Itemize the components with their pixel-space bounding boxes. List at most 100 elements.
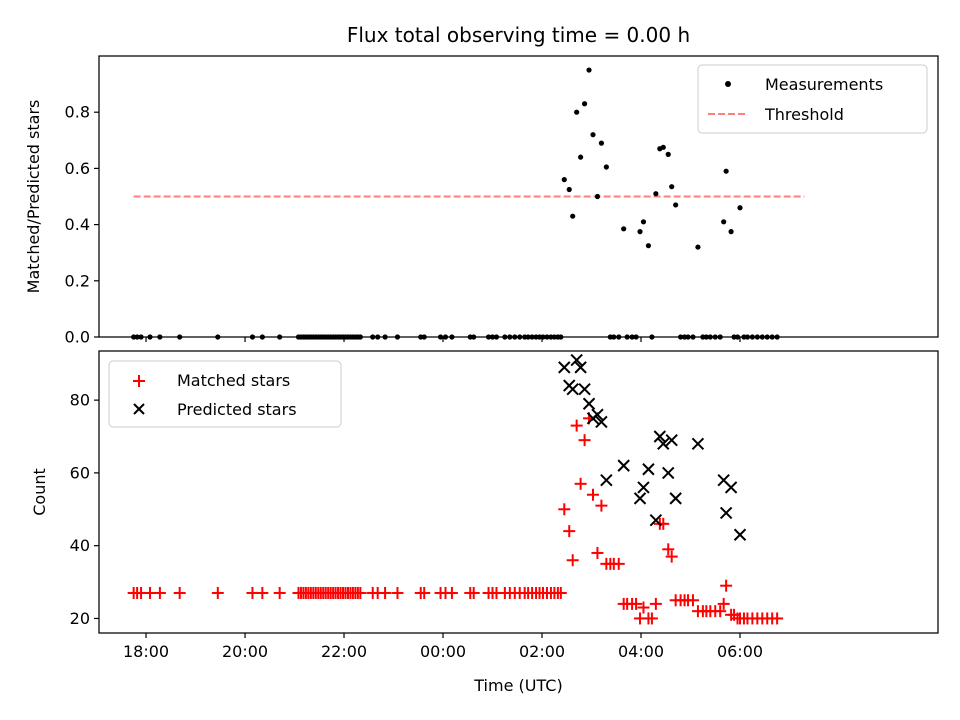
- predicted-star-point: [558, 361, 571, 374]
- top-panel: Flux total observing time = 0.00 h 0.00.…: [24, 23, 939, 347]
- predicted-star-point: [617, 459, 630, 472]
- top-y-tick-label: 0.8: [65, 103, 90, 122]
- bottom-y-tick-label: 20: [70, 609, 90, 628]
- matched-star-point: [570, 419, 583, 432]
- matched-star-point: [173, 586, 186, 599]
- bottom-x-axis-label: Time (UTC): [473, 676, 562, 695]
- matched-star-point: [645, 612, 658, 625]
- predicted-star-point: [724, 481, 738, 494]
- measurement-point: [561, 177, 567, 183]
- top-y-tick-label: 0.4: [65, 215, 90, 234]
- measurement-point: [665, 151, 671, 157]
- matched-star-point: [354, 586, 367, 599]
- bottom-legend-box: [108, 360, 342, 428]
- predicted-star-point: [719, 506, 733, 520]
- measurement-point: [645, 243, 652, 249]
- measurement-point: [621, 226, 627, 232]
- measurement-point: [637, 229, 643, 235]
- legend-marker-measurements: [725, 81, 731, 87]
- matched-star-point: [595, 499, 608, 512]
- matched-star-point: [256, 586, 269, 599]
- matched-star-point: [379, 586, 392, 599]
- matched-star-point: [391, 586, 404, 599]
- measurement-point: [721, 219, 727, 225]
- bottom-x-tick-label: 20:00: [222, 642, 268, 661]
- legend-marker-matched: [133, 375, 145, 387]
- measurement-point: [574, 109, 580, 115]
- legend-marker-predicted: [133, 403, 145, 415]
- predicted-star-point: [662, 466, 675, 480]
- bottom-x-tick-label: 22:00: [321, 642, 367, 661]
- bottom-x-axis: 18:00 20:00 22:00 00:00 02:00 04:00 06:00: [123, 633, 763, 661]
- bottom-y-axis-label: Count: [30, 468, 49, 516]
- predicted-star-point: [578, 382, 591, 396]
- top-y-tick-label: 0.2: [65, 271, 90, 290]
- predicted-star-point: [574, 361, 587, 374]
- predicted-star-point: [691, 437, 705, 450]
- measurement-point: [590, 132, 596, 138]
- measurement-point: [695, 244, 701, 250]
- predicted-star-point: [591, 408, 604, 421]
- measurement-point: [566, 186, 572, 193]
- bottom-x-tick-label: 02:00: [519, 642, 565, 661]
- bottom-x-tick-label: 18:00: [123, 642, 169, 661]
- top-legend: Measurements Threshold: [697, 64, 928, 134]
- matched-star-point: [563, 525, 576, 538]
- matched-star-point: [574, 477, 587, 490]
- matched-star-point: [554, 586, 567, 599]
- bottom-plot-frame: [98, 350, 939, 634]
- matched-star-point: [566, 554, 579, 567]
- legend-label-predicted: Predicted stars: [177, 400, 297, 419]
- legend-label-threshold: Threshold: [764, 105, 844, 124]
- top-chart-title: Flux total observing time = 0.00 h: [347, 23, 690, 47]
- measurement-point: [640, 219, 647, 225]
- measurement-point: [586, 67, 592, 73]
- bottom-panel: 20 40 60 80 18:00 20:00 22:00 00:00 02:00 04:00 0…: [30, 350, 939, 695]
- bottom-legend: Matched stars Predicted stars: [108, 360, 342, 428]
- matched-star-point: [714, 605, 727, 618]
- matched-star-point: [637, 601, 650, 614]
- legend-label-measurements: Measurements: [765, 75, 883, 94]
- measurement-point: [660, 144, 666, 150]
- matched-star-point: [717, 597, 730, 610]
- bottom-x-tick-label: 04:00: [618, 642, 664, 661]
- predicted-star-point: [595, 415, 608, 429]
- measurements-group: [131, 67, 780, 340]
- counts-group: [127, 353, 784, 625]
- measurement-point: [603, 164, 609, 170]
- measurement-point: [581, 101, 588, 107]
- matched-star-point: [273, 586, 286, 599]
- measurement-point: [653, 191, 659, 197]
- bottom-y-axis: 20 40 60 80: [70, 391, 99, 628]
- matched-star-point: [418, 586, 431, 599]
- predicted-star-point: [653, 430, 667, 443]
- top-x-axis-ticks: [145, 337, 741, 342]
- top-legend-box: [697, 64, 928, 134]
- matched-star-point: [467, 586, 480, 599]
- bottom-x-tick-label: 06:00: [717, 642, 763, 661]
- measurement-point: [669, 184, 675, 190]
- matched-star-point: [771, 612, 784, 625]
- predicted-star-point: [642, 463, 655, 476]
- top-y-axis: 0.0 0.2 0.4 0.6 0.8: [65, 103, 99, 347]
- matched-star-point: [558, 503, 571, 516]
- matched-star-point: [153, 586, 166, 599]
- bottom-y-tick-label: 60: [70, 463, 90, 482]
- matched-star-point: [211, 586, 224, 599]
- predicted-star-point: [665, 433, 678, 447]
- predicted-star-point: [657, 437, 670, 450]
- predicted-star-point: [582, 397, 596, 410]
- matched-star-point: [578, 434, 591, 447]
- matched-star-point: [720, 579, 733, 592]
- predicted-star-point: [600, 473, 613, 487]
- measurement-point: [594, 193, 601, 200]
- matched-star-point: [665, 550, 678, 563]
- matched-star-point: [586, 488, 599, 501]
- bottom-x-tick-label: 00:00: [420, 642, 466, 661]
- matched-star-point: [591, 546, 604, 559]
- bottom-y-tick-label: 80: [70, 391, 90, 410]
- measurement-point: [578, 154, 584, 160]
- matched-star-point: [686, 594, 699, 607]
- predicted-star-point: [566, 382, 579, 396]
